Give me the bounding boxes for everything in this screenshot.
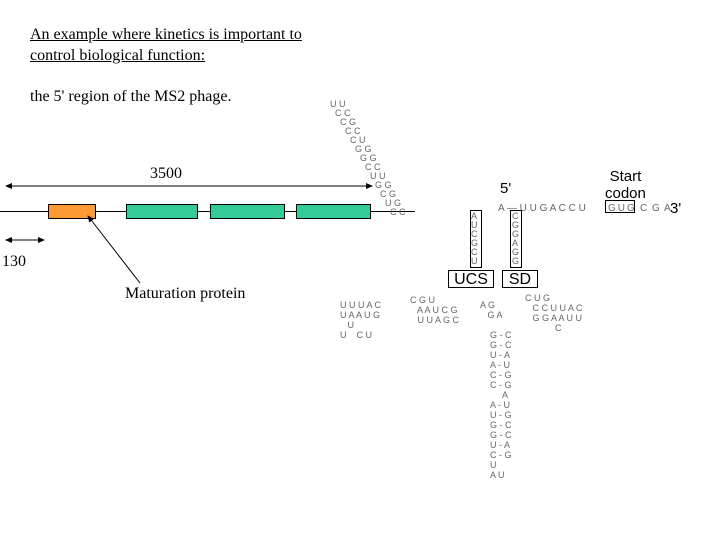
label-start-codon: Start codon bbox=[605, 168, 646, 202]
subtitle: the 5' region of the MS2 phage. bbox=[30, 88, 232, 106]
rna-structure-panel: U U C C C G C C C U G G G G C C U U G G … bbox=[330, 105, 710, 485]
rna-loop-left: U U U A C U A A U G U U C U bbox=[340, 300, 381, 340]
gene-box-2 bbox=[126, 204, 198, 219]
rna-gug: GUG bbox=[608, 203, 637, 214]
gene-box-3 bbox=[210, 204, 285, 219]
rna-loop-mid1: C G U A A U C G U U A G C bbox=[410, 295, 459, 325]
arrow-maturation-pointer bbox=[88, 216, 140, 283]
rna-loop-mid2: A G G A bbox=[480, 300, 503, 320]
rna-diagonal-stem: U U C C C G C C C U G G G G C C U U G G … bbox=[330, 100, 406, 217]
rna-after-gug: C G A bbox=[640, 203, 672, 214]
sd-stem-seq: CGGAGG bbox=[512, 212, 519, 266]
rna-loop-right: C U G C C U U A C G G A A U U C bbox=[525, 293, 583, 333]
title-line-1: An example where kinetics is important t… bbox=[30, 25, 430, 46]
label-3500: 3500 bbox=[150, 165, 182, 183]
title-line-2: control biological function: bbox=[30, 46, 430, 67]
label-130: 130 bbox=[2, 253, 26, 271]
title-block: An example where kinetics is important t… bbox=[30, 25, 430, 67]
rna-bottom-stem: G - C G - C U - A A - U C - G C - G A A … bbox=[490, 330, 512, 480]
label-maturation-protein: Maturation protein bbox=[125, 285, 245, 303]
gene-box-maturation bbox=[48, 204, 96, 219]
ucs-label-box: UCS bbox=[448, 270, 494, 288]
ucs-stem-seq: AUCGCU bbox=[471, 212, 478, 266]
label-5-prime: 5' bbox=[500, 180, 511, 197]
sd-label-box: SD bbox=[502, 270, 538, 288]
